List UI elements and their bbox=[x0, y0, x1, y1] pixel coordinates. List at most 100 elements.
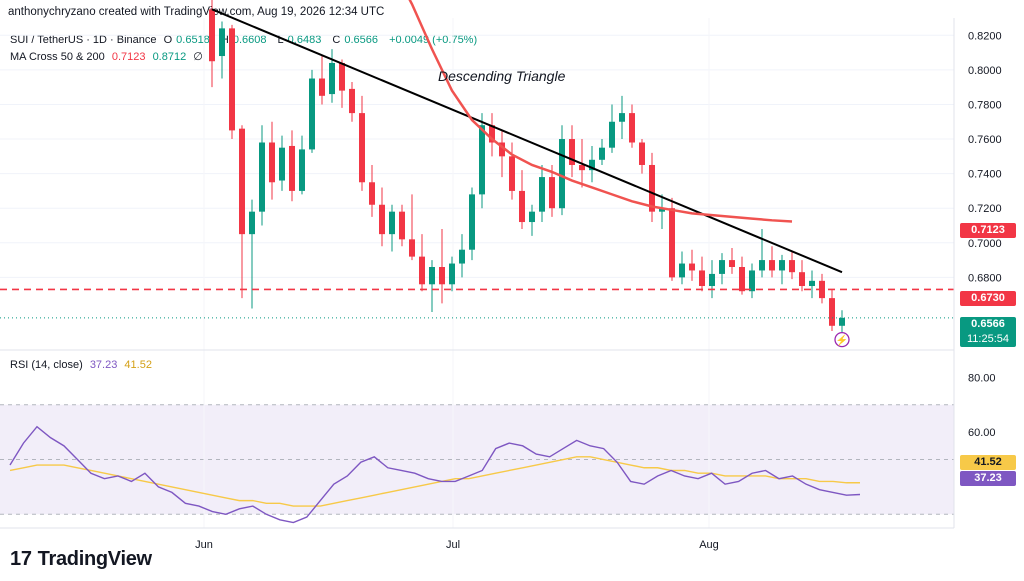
candle-body[interactable] bbox=[379, 204, 385, 235]
candle-body[interactable] bbox=[499, 142, 505, 157]
ma-fast-value: 0.7123 bbox=[111, 51, 146, 63]
tv-logo-icon: 17 bbox=[10, 548, 32, 570]
rsi-ma-line[interactable] bbox=[9, 456, 860, 507]
candle-body[interactable] bbox=[789, 260, 795, 273]
price-tick-label: 0.8000 bbox=[968, 65, 1002, 77]
rsi-tick-label: 60.00 bbox=[968, 427, 996, 439]
candle-body[interactable] bbox=[459, 249, 465, 264]
tradingview-logo[interactable]: 17 TradingView bbox=[10, 548, 152, 571]
candle-body[interactable] bbox=[719, 260, 725, 274]
candle-body[interactable] bbox=[809, 280, 815, 287]
price-tick-label: 0.7600 bbox=[968, 134, 1002, 146]
candle-body[interactable] bbox=[449, 263, 455, 285]
ma-empty-icon: ∅ bbox=[193, 51, 203, 63]
candle-body[interactable] bbox=[319, 78, 325, 96]
candle-body[interactable] bbox=[269, 142, 275, 183]
candle-body[interactable] bbox=[659, 208, 665, 212]
candle-body[interactable] bbox=[559, 139, 565, 209]
pattern-annotation: Descending Triangle bbox=[438, 68, 566, 84]
candle-body[interactable] bbox=[649, 164, 655, 212]
candle-body[interactable] bbox=[529, 211, 535, 223]
rsi-label[interactable]: RSI (14, close) bbox=[10, 359, 83, 371]
candle-body[interactable] bbox=[229, 28, 235, 131]
high-value: 0.6608 bbox=[232, 34, 267, 46]
candle-body[interactable] bbox=[339, 62, 345, 91]
low-value: 0.6483 bbox=[287, 34, 322, 46]
candle-body[interactable] bbox=[279, 147, 285, 181]
rsi-line[interactable] bbox=[9, 425, 861, 524]
candle-body[interactable] bbox=[479, 125, 485, 195]
candle-body[interactable] bbox=[209, 9, 215, 62]
candle-body[interactable] bbox=[839, 317, 845, 326]
last-price-tag: 0.6566 bbox=[960, 317, 1016, 332]
candle-body[interactable] bbox=[759, 260, 765, 271]
candle-body[interactable] bbox=[239, 128, 245, 235]
candle-body[interactable] bbox=[329, 62, 335, 95]
candle-body[interactable] bbox=[749, 270, 755, 292]
candle-body[interactable] bbox=[569, 139, 575, 165]
candle-body[interactable] bbox=[829, 298, 835, 326]
support-price-tag: 0.6730 bbox=[960, 291, 1016, 306]
candle-body[interactable] bbox=[739, 267, 745, 292]
symbol-name[interactable]: SUI / TetherUS · 1D · Binance bbox=[10, 34, 157, 46]
candle-body[interactable] bbox=[769, 260, 775, 271]
candle-body[interactable] bbox=[469, 194, 475, 250]
candle-body[interactable] bbox=[709, 273, 715, 287]
candle-body[interactable] bbox=[619, 113, 625, 122]
candle-body[interactable] bbox=[729, 260, 735, 267]
candle-body[interactable] bbox=[699, 270, 705, 287]
candle-body[interactable] bbox=[519, 190, 525, 223]
candle-body[interactable] bbox=[509, 156, 515, 191]
candle-body[interactable] bbox=[389, 211, 395, 235]
candle-body[interactable] bbox=[259, 142, 265, 212]
chart-header: anthonychryzano created with TradingView… bbox=[8, 6, 385, 18]
descending-trendline[interactable] bbox=[211, 8, 843, 274]
change-value: +0.0049 (+0.75%) bbox=[389, 34, 478, 46]
rsi-tag: 37.23 bbox=[960, 471, 1016, 486]
ma-price-tag: 0.7123 bbox=[960, 223, 1016, 238]
rsi-value: 37.23 bbox=[89, 359, 118, 371]
candle-body[interactable] bbox=[249, 211, 255, 235]
ma-legend: MA Cross 50 & 200 0.7123 0.8712 ∅ bbox=[10, 50, 207, 63]
candle-body[interactable] bbox=[419, 256, 425, 285]
candle-body[interactable] bbox=[589, 159, 595, 171]
rsi-ma-tag: 41.52 bbox=[960, 455, 1016, 470]
ma50-line[interactable] bbox=[392, 0, 793, 223]
price-tick-label: 0.6800 bbox=[968, 272, 1002, 284]
ma-label[interactable]: MA Cross 50 & 200 bbox=[10, 51, 105, 63]
candle-body[interactable] bbox=[639, 142, 645, 165]
candle-body[interactable] bbox=[539, 177, 545, 212]
candle-body[interactable] bbox=[689, 263, 695, 271]
candle-body[interactable] bbox=[349, 88, 355, 114]
candle-body[interactable] bbox=[669, 208, 675, 278]
lightning-icon[interactable] bbox=[834, 331, 850, 348]
candle-body[interactable] bbox=[799, 272, 805, 287]
candle-body[interactable] bbox=[599, 147, 605, 160]
candle-body[interactable] bbox=[289, 145, 295, 191]
time-tick-label: Jun bbox=[195, 539, 213, 551]
candle-body[interactable] bbox=[399, 211, 405, 240]
candle-body[interactable] bbox=[219, 28, 225, 57]
close-value: 0.6566 bbox=[344, 34, 378, 46]
candle-body[interactable] bbox=[489, 125, 495, 143]
rsi-legend: RSI (14, close) 37.23 41.52 bbox=[10, 359, 156, 371]
candle-body[interactable] bbox=[429, 267, 435, 285]
candle-body[interactable] bbox=[579, 164, 585, 171]
time-tick-label: Jul bbox=[446, 539, 460, 551]
candle-body[interactable] bbox=[439, 267, 445, 285]
price-tick-label: 0.8200 bbox=[968, 30, 1002, 42]
candle-body[interactable] bbox=[359, 113, 365, 183]
candle-body[interactable] bbox=[299, 149, 305, 191]
candle-body[interactable] bbox=[609, 121, 615, 148]
candle-body[interactable] bbox=[309, 78, 315, 150]
candle-body[interactable] bbox=[779, 260, 785, 271]
time-tick-label: Aug bbox=[699, 539, 719, 551]
price-tick-label: 0.7800 bbox=[968, 99, 1002, 111]
candle-body[interactable] bbox=[549, 177, 555, 209]
candle-body[interactable] bbox=[679, 263, 685, 278]
candle-body[interactable] bbox=[629, 113, 635, 143]
candle-body[interactable] bbox=[369, 182, 375, 205]
candle-body[interactable] bbox=[409, 239, 415, 257]
ma-slow-value: 0.8712 bbox=[152, 51, 187, 63]
